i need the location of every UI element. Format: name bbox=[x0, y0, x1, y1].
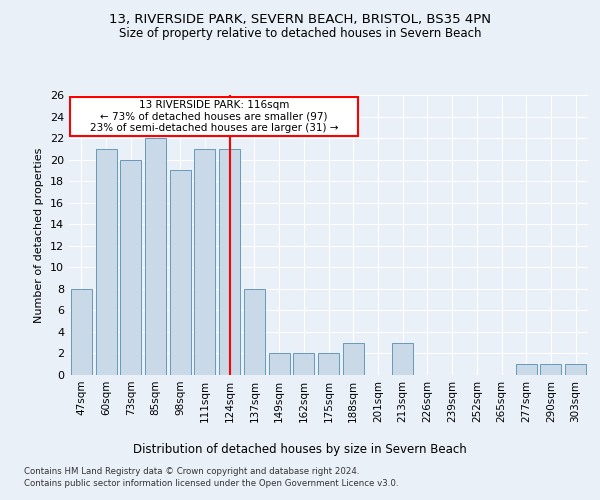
Bar bbox=[269, 354, 290, 375]
Text: Distribution of detached houses by size in Severn Beach: Distribution of detached houses by size … bbox=[133, 442, 467, 456]
Bar bbox=[170, 170, 191, 375]
Bar bbox=[343, 342, 364, 375]
Bar bbox=[95, 149, 116, 375]
Bar bbox=[541, 364, 562, 375]
Bar bbox=[120, 160, 141, 375]
Bar bbox=[565, 364, 586, 375]
Text: Contains public sector information licensed under the Open Government Licence v3: Contains public sector information licen… bbox=[24, 479, 398, 488]
Bar bbox=[145, 138, 166, 375]
Bar bbox=[516, 364, 537, 375]
Text: 13, RIVERSIDE PARK, SEVERN BEACH, BRISTOL, BS35 4PN: 13, RIVERSIDE PARK, SEVERN BEACH, BRISTO… bbox=[109, 12, 491, 26]
Y-axis label: Number of detached properties: Number of detached properties bbox=[34, 148, 44, 322]
Text: 13 RIVERSIDE PARK: 116sqm
← 73% of detached houses are smaller (97)
23% of semi-: 13 RIVERSIDE PARK: 116sqm ← 73% of detac… bbox=[90, 100, 338, 133]
FancyBboxPatch shape bbox=[70, 97, 358, 136]
Bar bbox=[219, 149, 240, 375]
Bar bbox=[318, 354, 339, 375]
Text: Contains HM Land Registry data © Crown copyright and database right 2024.: Contains HM Land Registry data © Crown c… bbox=[24, 468, 359, 476]
Bar bbox=[392, 342, 413, 375]
Bar bbox=[71, 289, 92, 375]
Text: Size of property relative to detached houses in Severn Beach: Size of property relative to detached ho… bbox=[119, 28, 481, 40]
Bar bbox=[293, 354, 314, 375]
Bar bbox=[194, 149, 215, 375]
Bar bbox=[244, 289, 265, 375]
